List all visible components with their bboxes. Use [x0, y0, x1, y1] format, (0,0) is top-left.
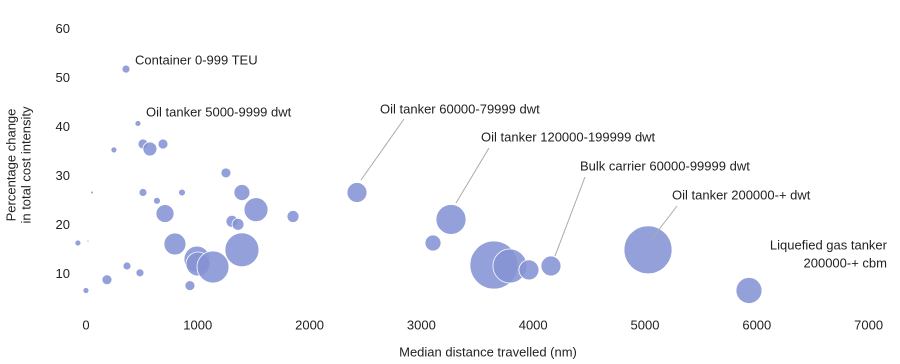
x-tick-label: 5000	[631, 317, 660, 332]
x-tick-label: 7000	[854, 317, 883, 332]
y-tick-label: 30	[56, 168, 70, 183]
x-tick-label: 6000	[742, 317, 771, 332]
bubble	[518, 259, 540, 281]
x-tick-label: 2000	[295, 317, 324, 332]
bubble	[184, 280, 196, 291]
bubble	[424, 234, 442, 252]
leader-line	[554, 176, 586, 257]
bubble	[540, 255, 562, 277]
annotation: Oil tanker 200000-+ dwt	[672, 187, 811, 202]
annotation: Oil tanker 5000-9999 dwt	[146, 104, 292, 119]
bubble	[121, 64, 131, 74]
bubble	[86, 239, 90, 243]
bubble	[90, 190, 94, 195]
bubble	[122, 261, 132, 271]
x-tick-label: 1000	[183, 317, 212, 332]
y-tick-label: 10	[56, 266, 70, 281]
bubble	[231, 217, 245, 231]
y-tick-label: 40	[56, 119, 70, 134]
bubble	[220, 167, 232, 179]
y-axis-label: Percentage change in total cost intensit…	[3, 106, 33, 224]
bubble	[110, 146, 118, 154]
y-tick-label: 20	[56, 217, 70, 232]
x-tick-label: 0	[82, 317, 89, 332]
bubble	[233, 184, 251, 201]
bubble	[138, 188, 148, 197]
bubble	[101, 274, 113, 286]
bubble	[623, 225, 673, 275]
x-axis-label: Median distance travelled (nm)	[399, 344, 577, 359]
y-axis-label-line: Percentage change	[3, 109, 18, 222]
bubble	[346, 182, 368, 203]
bubble	[178, 188, 186, 197]
bubble	[224, 232, 260, 268]
bubble	[153, 196, 161, 205]
y-tick-label: 50	[56, 70, 70, 85]
leader-line	[650, 205, 678, 241]
bubble	[142, 141, 158, 157]
annotation: Oil tanker 120000-199999 dwt	[481, 129, 656, 144]
annotation: 200000-+ cbm	[804, 255, 887, 270]
bubble	[435, 204, 467, 235]
bubble	[196, 250, 230, 284]
x-tick-label: 4000	[519, 317, 548, 332]
y-tick-label: 60	[56, 21, 70, 36]
bubble	[135, 268, 145, 278]
annotation: Oil tanker 60000-79999 dwt	[380, 101, 540, 116]
x-tick-label: 3000	[407, 317, 436, 332]
bubble	[163, 232, 187, 256]
bubble	[82, 287, 90, 294]
leader-line	[455, 147, 490, 204]
annotation: Container 0-999 TEU	[135, 52, 258, 67]
bubble	[157, 138, 169, 150]
bubble	[74, 239, 82, 247]
annotation: Liquefied gas tanker	[770, 237, 888, 252]
annotation: Bulk carrier 60000-99999 dwt	[580, 158, 750, 173]
bubble	[735, 277, 763, 304]
bubble	[134, 120, 142, 127]
leader-line	[360, 118, 405, 181]
bubble	[155, 204, 175, 223]
bubble	[286, 210, 300, 223]
bubble	[243, 197, 269, 223]
y-axis-label-line: in total cost intensity	[18, 106, 33, 224]
